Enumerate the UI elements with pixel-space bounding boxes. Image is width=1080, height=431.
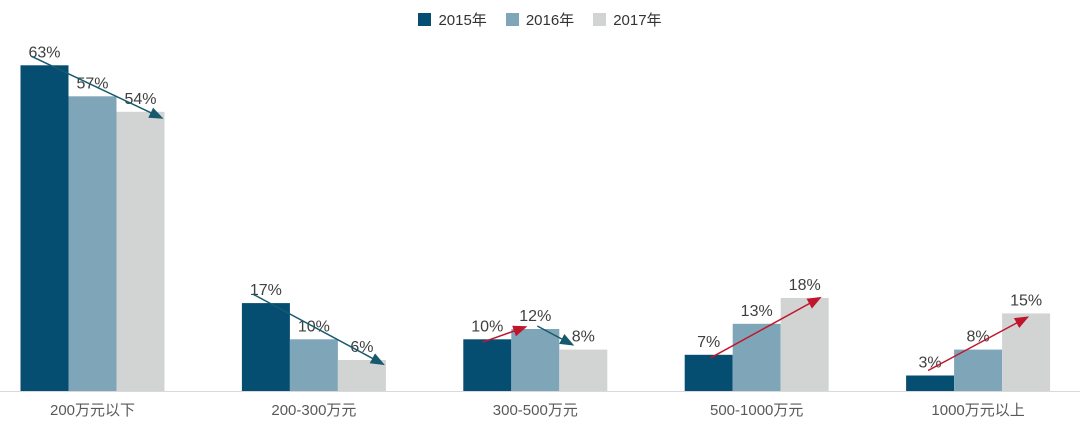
bar-2017年-g2 — [337, 360, 386, 391]
bar-2016年-g1 — [68, 96, 117, 392]
trend-arrow-down — [31, 55, 164, 119]
legend-label-2015: 2015年 — [438, 12, 487, 29]
value-label: 18% — [789, 277, 821, 294]
trend-arrow-down — [536, 325, 575, 346]
value-label: 63% — [28, 44, 60, 61]
trend-arrow-down — [252, 293, 385, 366]
bar-2016年-g2 — [289, 339, 338, 391]
value-label: 15% — [1010, 292, 1042, 309]
value-label: 12% — [519, 308, 551, 325]
value-label: 8% — [572, 329, 595, 346]
legend-swatch-2015 — [418, 13, 432, 26]
legend-swatch-2016 — [505, 13, 519, 26]
legend: 2015年 2016年 2017年 — [0, 9, 1080, 30]
value-label: 3% — [919, 355, 942, 372]
bar-2017年-g4 — [780, 297, 829, 391]
bar-2016年-g5 — [954, 349, 1003, 391]
x-axis-label-4: 500-1000万元 — [709, 402, 804, 419]
legend-label-2017: 2017年 — [613, 12, 662, 29]
value-label: 17% — [250, 282, 282, 299]
bar-2017年-g3 — [559, 349, 608, 391]
value-label: 54% — [124, 91, 156, 108]
bar-2015年-g4 — [684, 354, 733, 391]
bar-2016年-g3 — [511, 329, 560, 391]
bar-2015年-g3 — [463, 339, 512, 391]
trend-arrow-up — [710, 296, 822, 359]
value-label: 13% — [741, 303, 773, 320]
x-axis-label-1: 200万元以下 — [49, 402, 136, 419]
legend-swatch-2017 — [593, 13, 607, 26]
legend-item-2015: 2015年 — [418, 9, 487, 30]
bar-2016年-g4 — [732, 323, 781, 391]
value-label: 7% — [697, 334, 720, 351]
bar-2015年-g5 — [906, 375, 955, 391]
bar-2015年-g2 — [241, 303, 290, 391]
trend-arrow-up — [927, 316, 1030, 372]
value-label: 6% — [350, 339, 373, 356]
x-axis-label-2: 200-300万元 — [271, 402, 357, 419]
legend-item-2017: 2017年 — [593, 9, 662, 30]
legend-item-2016: 2016年 — [505, 9, 575, 30]
bar-2017年-g5 — [1002, 313, 1051, 391]
bar-2017年-g1 — [116, 111, 165, 392]
trend-arrow-up — [482, 325, 528, 344]
x-axis-label-3: 300-500万元 — [492, 402, 578, 419]
value-label: 57% — [76, 75, 108, 92]
value-label: 10% — [471, 318, 503, 335]
bar-2015年-g1 — [20, 65, 69, 392]
legend-label-2016: 2016年 — [525, 12, 575, 29]
x-axis-label-5: 1000万元以上 — [931, 402, 1025, 419]
